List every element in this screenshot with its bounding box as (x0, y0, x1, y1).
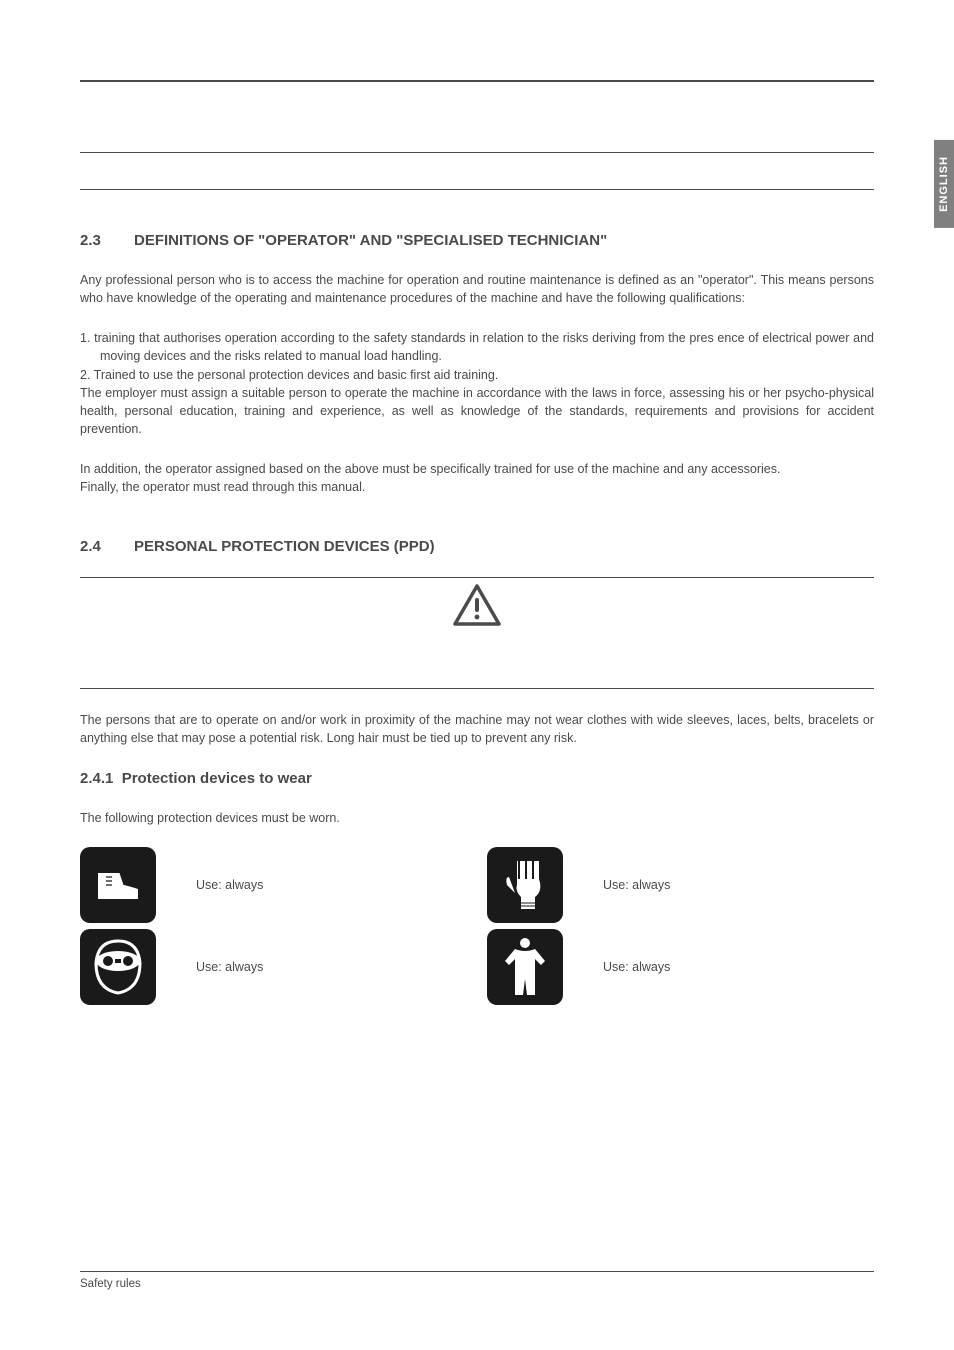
subsection-title: Protection devices to wear (122, 770, 312, 787)
page: ENGLISH 2.3 DEFINITIONS OF "OPERATOR" AN… (0, 0, 954, 1350)
ppd-item-gloves: Use: always (487, 847, 874, 923)
ppd-label: Use: always (603, 878, 670, 892)
addition-text: In addition, the operator assigned based… (80, 460, 874, 478)
employer-text: The employer must assign a suitable pers… (80, 384, 874, 438)
footer-text: Safety rules (80, 1272, 874, 1290)
safety-boots-icon (80, 847, 156, 923)
list-item: 1. training that authorises operation ac… (80, 329, 874, 365)
language-tab: ENGLISH (934, 140, 954, 228)
ppd-item-goggles: Use: always (80, 929, 467, 1005)
section-2-3-intro: Any professional person who is to access… (80, 271, 874, 307)
section-number: 2.3 (80, 232, 108, 249)
finally-text: Finally, the operator must read through … (80, 478, 874, 496)
section-title: PERSONAL PROTECTION DEVICES (PPD) (134, 538, 435, 555)
list-item: 2. Trained to use the personal protectio… (80, 366, 874, 384)
safety-clothing-icon (487, 929, 563, 1005)
warning-text: The persons that are to operate on and/o… (80, 711, 874, 747)
section-number: 2.4 (80, 538, 108, 555)
ppd-label: Use: always (196, 960, 263, 974)
subsection-2-4-1-heading: 2.4.1 Protection devices to wear (80, 770, 874, 787)
ppd-grid: Use: always Use: always (80, 847, 874, 1005)
ppd-item-boots: Use: always (80, 847, 467, 923)
page-footer: Safety rules (80, 1271, 874, 1290)
ppd-item-clothing: Use: always (487, 929, 874, 1005)
safety-goggles-icon (80, 929, 156, 1005)
ppd-label: Use: always (196, 878, 263, 892)
section-2-3-heading: 2.3 DEFINITIONS OF "OPERATOR" AND "SPECI… (80, 232, 874, 249)
safety-gloves-icon (487, 847, 563, 923)
subsection-intro: The following protection devices must be… (80, 809, 874, 827)
section-title: DEFINITIONS OF "OPERATOR" AND "SPECIALIS… (134, 232, 607, 249)
warning-triangle-icon (452, 584, 502, 628)
warning-symbol-row (80, 578, 874, 634)
ppd-label: Use: always (603, 960, 670, 974)
section-2-4-heading: 2.4 PERSONAL PROTECTION DEVICES (PPD) (80, 538, 874, 555)
subsection-number: 2.4.1 (80, 770, 113, 787)
